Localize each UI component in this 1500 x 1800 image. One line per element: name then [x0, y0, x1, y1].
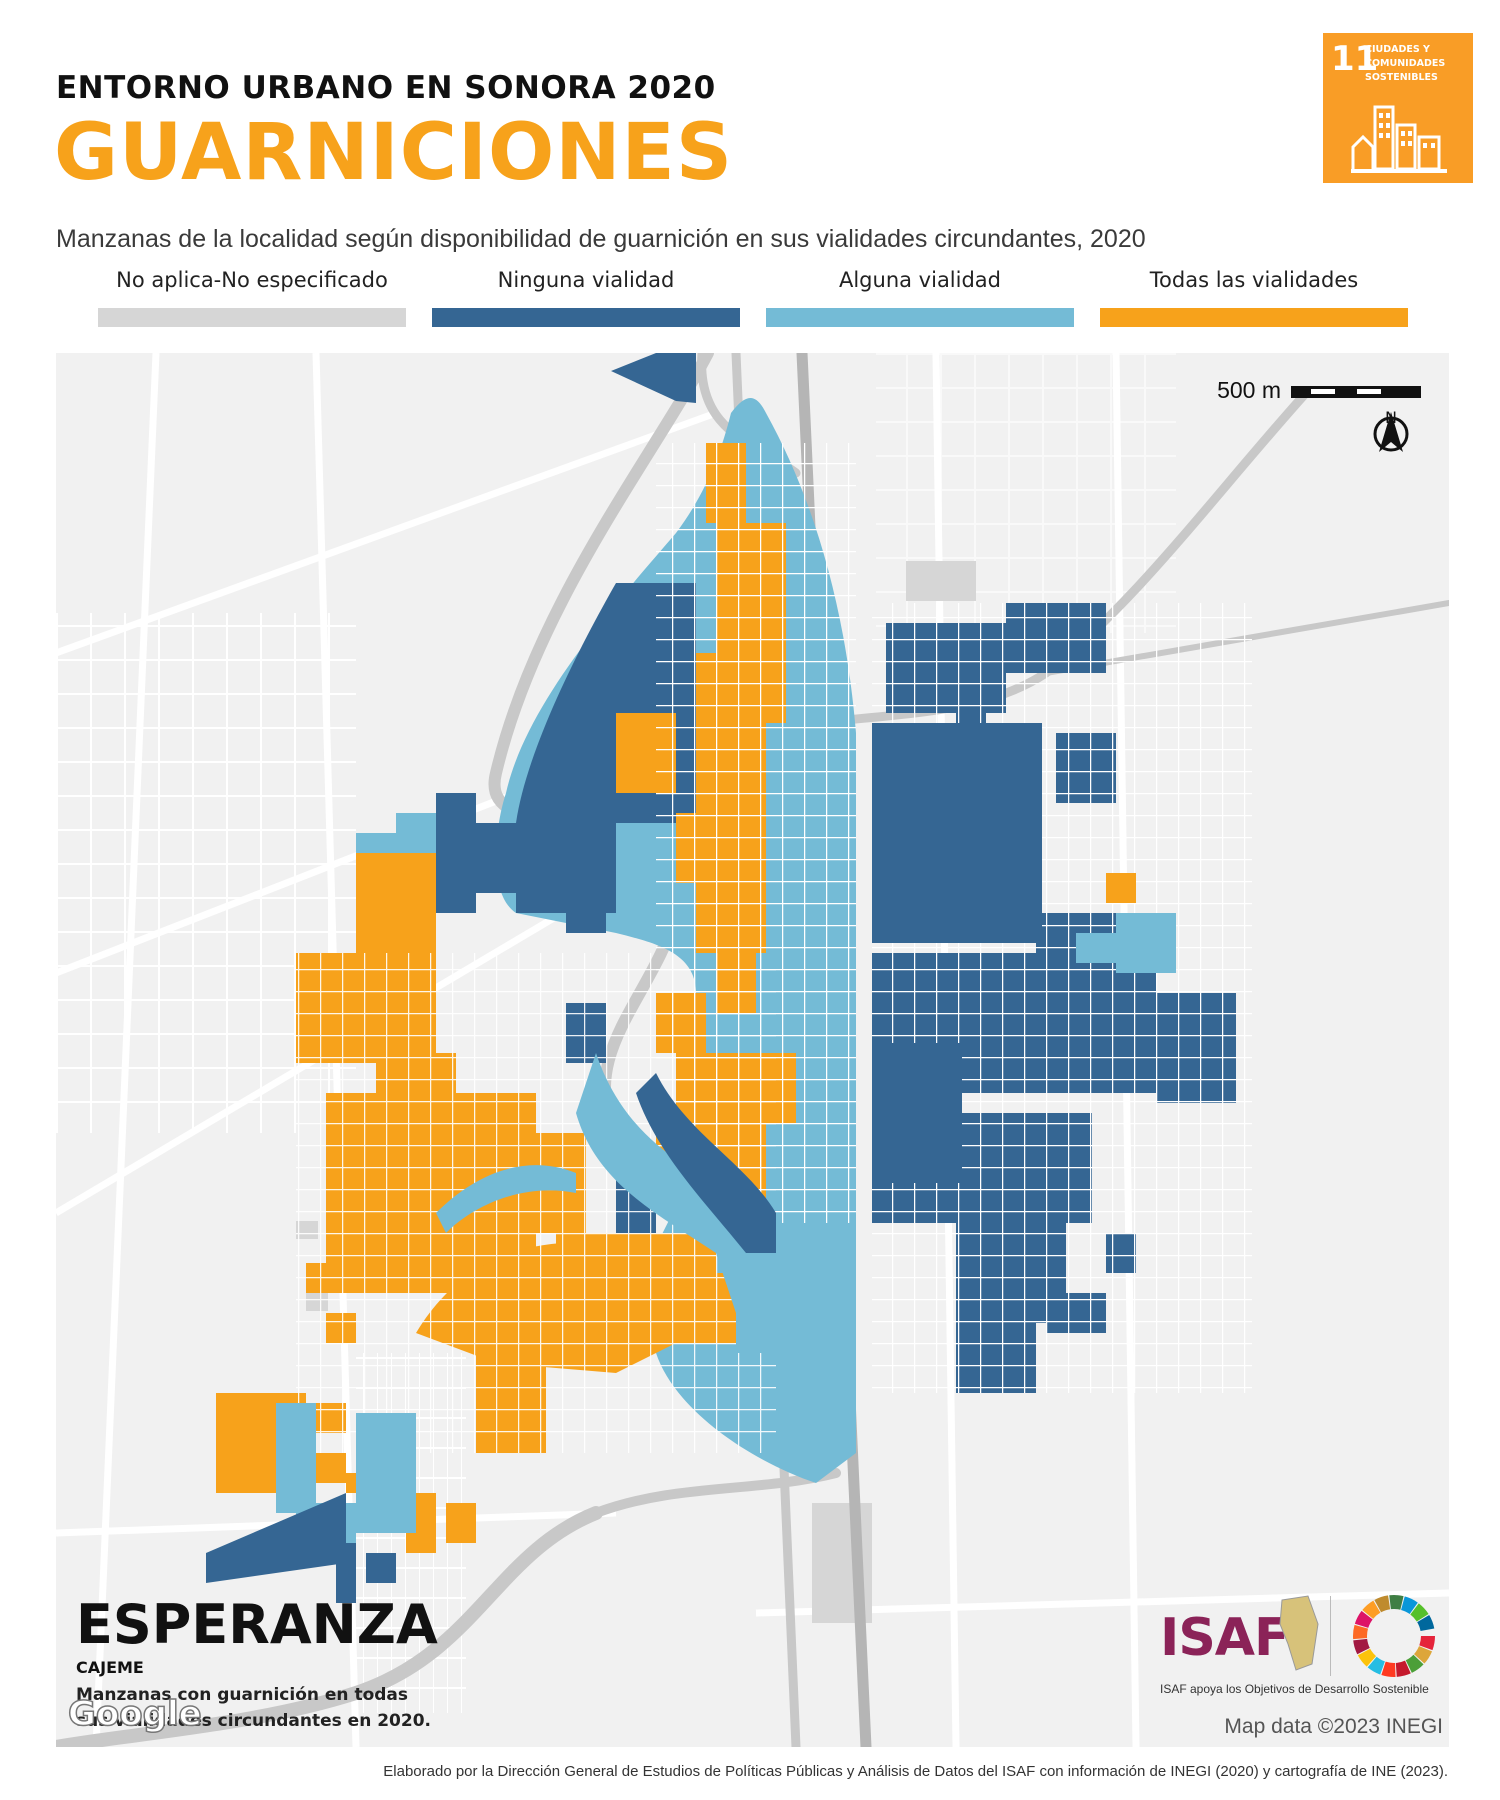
legend-item-todas: Todas las vialidades — [1100, 268, 1408, 327]
kicker-title: ENTORNO URBANO EN SONORA 2020 — [56, 70, 716, 106]
isaf-tagline: ISAF apoya los Objetivos de Desarrollo S… — [1160, 1682, 1429, 1696]
map-canvas — [56, 353, 1449, 1747]
legend-label: Todas las vialidades — [1149, 268, 1359, 292]
sdg-11-badge: 11 CIUDADES Y COMUNIDADES SOSTENIBLES — [1323, 33, 1473, 183]
municipality-name: CAJEME — [76, 1658, 144, 1677]
east-large-block — [872, 723, 1042, 943]
legend-swatch — [98, 308, 406, 327]
legend-label: No aplica-No especificado — [116, 268, 388, 292]
north-arrow-icon — [1373, 412, 1409, 452]
light-blue-arc — [436, 1165, 576, 1233]
legend-swatch — [766, 308, 1074, 327]
dark-blue-curve-blocks — [636, 1073, 776, 1253]
north-arrow: N — [1371, 408, 1411, 478]
east-large-block — [872, 1043, 962, 1183]
isaf-logo: ISAF — [1160, 1608, 1290, 1668]
east-block-grid — [872, 603, 1252, 1393]
footer-credit: Elaborado por la Dirección General de Es… — [383, 1763, 1448, 1780]
light-blue-block — [736, 1273, 776, 1353]
sdg-number: 11 — [1331, 39, 1379, 79]
map-panel[interactable]: 500 m N ESPERANZA CAJEME Manzanas con gu… — [56, 353, 1449, 1747]
locality-name: ESPERANZA — [76, 1593, 438, 1656]
dark-blue-block — [516, 823, 616, 913]
logo-divider — [1330, 1596, 1331, 1676]
legend-swatch — [432, 308, 740, 327]
sdg-label: CIUDADES Y COMUNIDADES SOSTENIBLES — [1365, 44, 1446, 83]
dark-blue-north-tip — [611, 353, 696, 403]
page-title: GUARNICIONES — [54, 108, 733, 198]
sdg-wheel-icon — [1353, 1595, 1435, 1677]
legend-label: Ninguna vialidad — [497, 268, 675, 292]
isaf-logo-group: ISAF I — [1160, 1590, 1440, 1700]
scale-bar: 500 m — [1181, 377, 1421, 407]
sw-bottom-blocks — [206, 1403, 416, 1603]
scale-bar-graphic — [1291, 386, 1421, 398]
legend-item-no-aplica: No aplica-No especificado — [98, 268, 406, 327]
legend: No aplica-No especificado Ninguna vialid… — [98, 268, 1408, 328]
legend-item-alguna: Alguna vialidad — [766, 268, 1074, 327]
legend-swatch — [1100, 308, 1408, 327]
east-light-blue-blocks — [1076, 873, 1176, 973]
city-buildings-icon — [1351, 105, 1447, 173]
legend-item-ninguna: Ninguna vialidad — [432, 268, 740, 327]
subtitle: Manzanas de la localidad según disponibi… — [56, 225, 1146, 253]
legend-label: Alguna vialidad — [838, 268, 1002, 292]
locality-description: Manzanas con guarnición en todas sus via… — [76, 1685, 431, 1731]
sonora-map-icon — [1279, 1595, 1319, 1671]
percent-value: 42.6% — [72, 1739, 329, 1747]
light-blue-curve — [576, 1053, 776, 1313]
map-attribution: Map data ©2023 INEGI — [1224, 1715, 1443, 1738]
google-logo: Google — [67, 1693, 202, 1735]
scale-label: 500 m — [1217, 377, 1281, 403]
